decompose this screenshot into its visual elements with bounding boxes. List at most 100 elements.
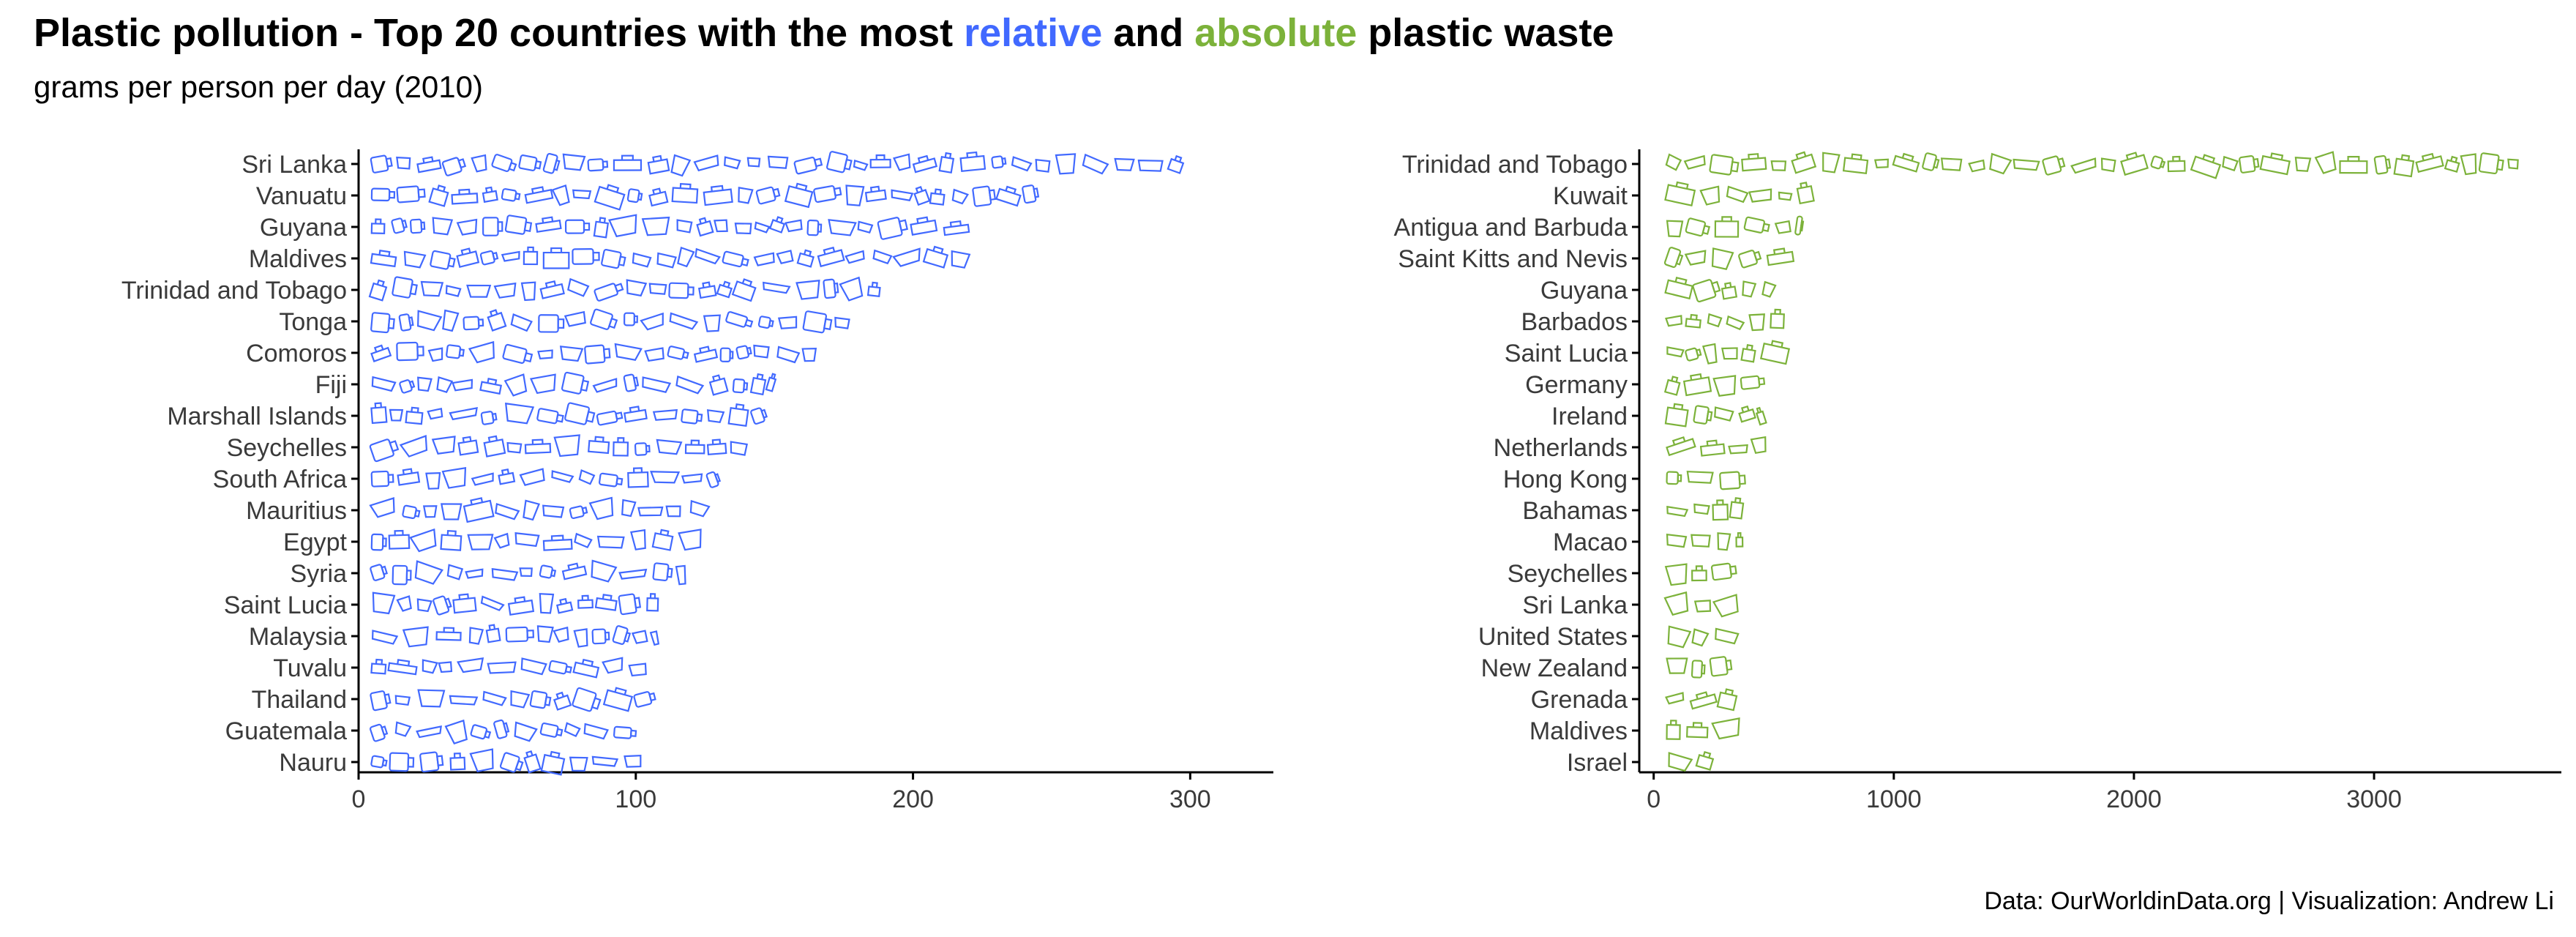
plastic-item-icon [753, 344, 770, 359]
title-prefix: Plastic pollution - Top 20 countries wit… [34, 11, 965, 55]
plastic-item-icon [696, 217, 714, 237]
plastic-item-icon [1666, 657, 1688, 674]
plastic-item-icon [2507, 158, 2519, 170]
bar-mark [370, 340, 817, 365]
plastic-item-icon [417, 689, 446, 708]
plastic-item-icon [1035, 158, 1051, 173]
plastic-item-icon [2239, 155, 2260, 173]
plastic-item-icon [608, 214, 637, 238]
plastic-item-icon [2222, 155, 2239, 172]
plastic-item-icon [1726, 185, 1749, 204]
bar-mark [1666, 215, 1805, 238]
plastic-item-icon [409, 218, 426, 234]
plastic-item-icon [519, 567, 533, 578]
plastic-item-icon [612, 625, 632, 645]
plastic-item-icon [1667, 625, 1692, 649]
plastic-item-icon [438, 661, 453, 673]
plastic-item-icon [817, 246, 845, 268]
plastic-item-icon [561, 562, 588, 581]
plastic-item-icon [498, 468, 516, 485]
chart-subtitle: grams per person per day (2010) [34, 70, 483, 104]
plastic-item-icon [535, 216, 562, 234]
plastic-item-icon [483, 435, 506, 458]
plastic-item-icon [422, 659, 438, 674]
plastic-item-icon [2460, 153, 2477, 176]
bar-mark [370, 308, 850, 334]
plastic-item-icon [507, 596, 535, 616]
plastic-item-icon [646, 593, 659, 612]
plastic-item-icon [628, 662, 647, 677]
plastic-item-icon [445, 285, 462, 297]
plastic-item-icon [1022, 184, 1040, 204]
plastic-item-icon [370, 218, 386, 235]
title-suffix: plastic waste [1357, 11, 1614, 55]
plastic-item-icon [372, 591, 396, 615]
bar-mark [370, 687, 656, 712]
plastic-item-icon [689, 499, 711, 518]
plastic-item-icon [857, 220, 874, 234]
plastic-item-icon [587, 158, 609, 172]
plastic-item-icon [1710, 562, 1737, 581]
plastic-item-icon [1750, 436, 1767, 455]
plastic-item-icon [767, 155, 789, 169]
bar-mark [370, 151, 1185, 177]
category-label: Guyana [1540, 277, 1628, 305]
plastic-item-icon [727, 403, 749, 428]
plastic-item-icon [510, 313, 533, 332]
bar-mark [1666, 532, 1744, 551]
plastic-item-icon [370, 154, 393, 173]
plastic-item-icon [468, 340, 495, 364]
category-label: United States [1478, 623, 1628, 651]
plastic-item-icon [2042, 155, 2066, 176]
plastic-item-icon [1728, 444, 1748, 455]
plastic-item-icon [2444, 155, 2460, 173]
plastic-item-icon [813, 184, 842, 204]
plastic-item-icon [523, 499, 541, 521]
plastic-item-icon [1766, 247, 1795, 266]
plastic-item-icon [482, 217, 503, 236]
plastic-item-icon [370, 187, 396, 202]
bar-mark [1664, 403, 1767, 428]
plastic-item-icon [519, 468, 545, 486]
plastic-item-icon [1686, 471, 1714, 484]
category-label: Antigua and Barbuda [1394, 214, 1628, 242]
plastic-item-icon [1689, 691, 1718, 710]
plastic-item-icon [669, 312, 699, 330]
plastic-item-icon [634, 442, 651, 456]
category-label: Bahamas [1522, 497, 1628, 525]
plastic-item-icon [1755, 406, 1767, 426]
plastic-item-icon [623, 373, 640, 392]
plastic-item-icon [2012, 158, 2040, 171]
plastic-item-icon [872, 249, 893, 265]
plastic-item-icon [1873, 158, 1889, 169]
plastic-item-icon [951, 250, 971, 269]
plastic-item-icon [1011, 156, 1033, 172]
plastic-item-icon [539, 280, 565, 299]
plastic-item-icon [776, 346, 801, 364]
bar-mark [370, 245, 971, 270]
plastic-item-icon [632, 252, 652, 268]
plastic-item-icon [755, 186, 781, 205]
plastic-item-icon [417, 376, 433, 392]
plastic-item-icon [725, 311, 754, 328]
plastic-item-icon [652, 408, 678, 421]
plastic-item-icon [594, 283, 624, 302]
bar-mark [370, 719, 637, 744]
chart-title: Plastic pollution - Top 20 countries wit… [34, 10, 1614, 56]
plastic-item-icon [479, 378, 503, 395]
plastic-item-icon [524, 438, 552, 455]
plastic-item-icon [466, 284, 492, 298]
plastic-item-icon [637, 506, 664, 517]
plastic-item-icon [995, 185, 1022, 207]
plastic-item-icon [514, 531, 540, 548]
plastic-item-icon [440, 503, 463, 520]
plastic-item-icon [938, 152, 955, 174]
plastic-item-icon [523, 246, 539, 266]
plastic-item-icon [665, 505, 681, 518]
plastic-item-icon [542, 152, 561, 174]
plastic-item-icon [493, 282, 517, 299]
plastic-item-icon [518, 154, 542, 172]
plastic-item-icon [387, 659, 418, 676]
plastic-item-icon [1666, 720, 1681, 740]
plastic-item-icon [457, 436, 479, 456]
